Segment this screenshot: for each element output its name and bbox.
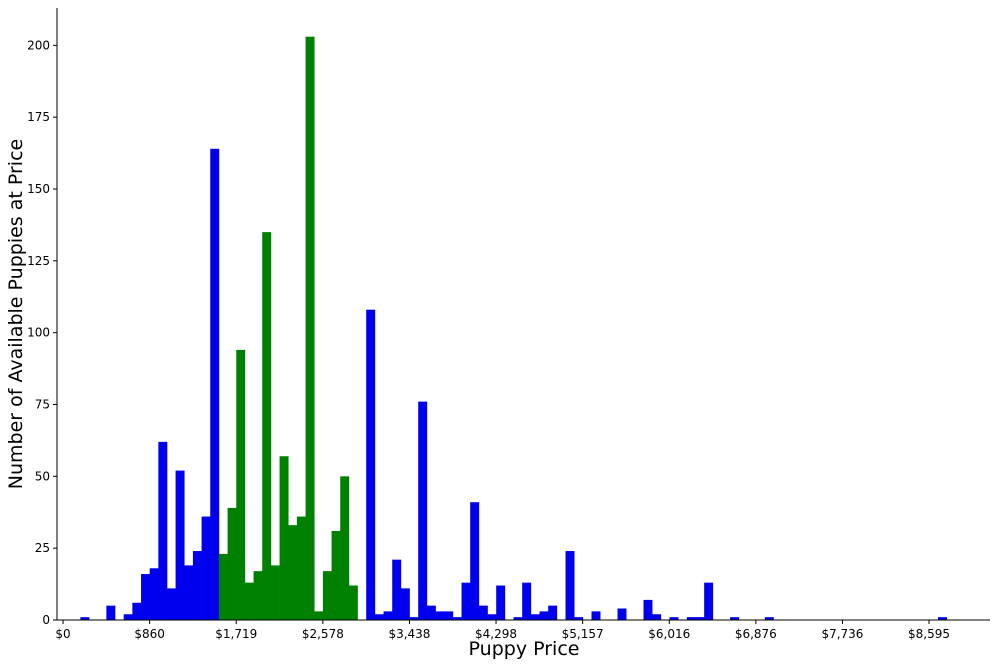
histogram-bar [218,553,228,620]
histogram-bar [167,588,176,620]
histogram-bar [331,530,341,620]
x-tick-label: $3,438 [388,627,430,641]
y-tick-label: 100 [27,326,50,340]
x-tick-label: $0 [55,627,70,641]
histogram-bar [669,617,679,620]
histogram-bar [730,617,740,620]
histogram-bar [704,582,714,620]
histogram-bar [418,401,428,620]
histogram-bar [478,605,488,620]
histogram-bar [192,551,202,620]
histogram-bar [279,456,289,620]
histogram-bar [340,476,350,620]
histogram-bar [938,617,947,620]
histogram-bar [210,148,220,621]
histogram-bar [444,611,454,620]
histogram-bar [565,551,575,620]
x-axis-label: Puppy Price [469,638,580,660]
histogram-bar [461,582,471,620]
histogram-bar [244,582,254,620]
histogram-bar [695,617,705,620]
histogram-bar [201,516,211,620]
x-tick-label: $2,578 [302,627,344,641]
x-tick-label: $5,157 [562,627,604,641]
y-tick-label: 150 [27,182,50,196]
histogram-bar [236,349,246,620]
x-tick-label: $860 [134,627,165,641]
x-tick-label: $8,595 [908,627,950,641]
histogram-bar [366,309,376,620]
histogram-bar [141,574,150,620]
histogram-bar [652,614,662,620]
x-ticks-group: $0 $860 $1,719 $2,578 $3,438 $4,298 $5,157 $6,0… [55,620,950,641]
y-tick-label: 25 [35,541,50,555]
histogram-bar [574,617,584,620]
histogram-bar [132,602,142,620]
y-tick-label: 50 [35,469,50,483]
y-tick-label: 75 [35,398,50,412]
histogram-bar [227,507,237,620]
histogram-bar [374,614,384,620]
histogram-bar [764,617,774,620]
y-ticks-group: 0 25 50 75 100 125 150 175 200 [27,38,57,627]
x-tick-label: $4,298 [475,627,517,641]
histogram-bar [175,470,185,620]
histogram-bar [539,611,549,620]
y-tick-label: 125 [27,254,50,268]
histogram-bar [452,617,462,620]
histogram-bar [305,36,315,621]
histogram-bar [383,611,393,620]
histogram-bar [409,617,419,620]
histogram-bar [470,502,480,620]
histogram-bar [522,582,532,620]
y-tick-label: 175 [27,110,50,124]
x-tick-label: $1,719 [215,627,257,641]
histogram-bar [288,525,298,620]
histogram-bar [513,617,523,620]
histogram-bar [314,611,324,620]
histogram-bar [548,605,558,620]
histogram-bar [487,614,497,620]
histogram-bar [591,611,601,620]
histogram-bar [400,588,410,620]
histogram-bar [348,585,358,620]
histogram-bar [253,571,263,620]
histogram-bar [184,565,194,620]
y-tick-label: 200 [27,38,50,52]
histogram-bar [530,614,540,620]
histogram-bar [262,232,272,621]
histogram-bar [392,559,402,620]
histogram-bar [158,441,168,620]
histogram-bar [686,617,696,620]
histogram-bar [123,614,133,620]
histogram-bar [643,599,653,620]
x-tick-label: $6,016 [648,627,690,641]
histogram-bar [426,605,436,620]
x-tick-label: $7,736 [821,627,863,641]
x-tick-label: $6,876 [735,627,777,641]
histogram-bar [106,605,116,620]
y-tick-label: 0 [42,613,50,627]
histogram-bar [435,611,445,620]
histogram-bar [296,516,306,620]
y-axis-label: Number of Available Puppies at Price [5,139,27,489]
histogram-bar [496,585,506,620]
histogram-bar [80,617,90,620]
histogram-bar [322,571,332,620]
histogram-bar [270,565,280,620]
histogram-bar [617,608,627,620]
bars-group [80,36,947,621]
histogram-bar [149,568,159,620]
